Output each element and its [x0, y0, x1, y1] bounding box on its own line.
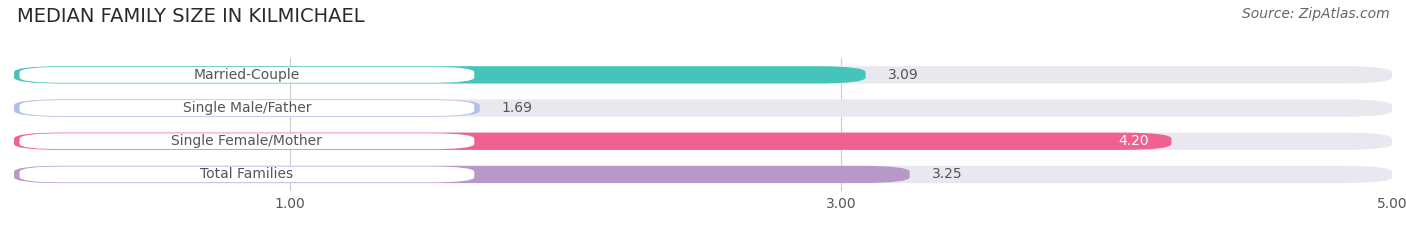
FancyBboxPatch shape: [14, 166, 910, 183]
FancyBboxPatch shape: [14, 133, 1392, 150]
Text: Total Families: Total Families: [201, 168, 294, 182]
FancyBboxPatch shape: [20, 133, 474, 149]
FancyBboxPatch shape: [14, 66, 1392, 83]
FancyBboxPatch shape: [14, 133, 1171, 150]
Text: Source: ZipAtlas.com: Source: ZipAtlas.com: [1241, 7, 1389, 21]
Text: 3.25: 3.25: [932, 168, 962, 182]
Text: 4.20: 4.20: [1119, 134, 1150, 148]
FancyBboxPatch shape: [20, 167, 474, 182]
Text: Single Female/Mother: Single Female/Mother: [172, 134, 322, 148]
FancyBboxPatch shape: [14, 66, 866, 83]
Text: MEDIAN FAMILY SIZE IN KILMICHAEL: MEDIAN FAMILY SIZE IN KILMICHAEL: [17, 7, 364, 26]
FancyBboxPatch shape: [14, 166, 1392, 183]
FancyBboxPatch shape: [20, 100, 474, 116]
FancyBboxPatch shape: [20, 67, 474, 83]
Text: 3.09: 3.09: [887, 68, 918, 82]
FancyBboxPatch shape: [14, 99, 479, 117]
Text: Single Male/Father: Single Male/Father: [183, 101, 311, 115]
Text: Married-Couple: Married-Couple: [194, 68, 299, 82]
FancyBboxPatch shape: [14, 99, 1392, 117]
Text: 1.69: 1.69: [502, 101, 533, 115]
